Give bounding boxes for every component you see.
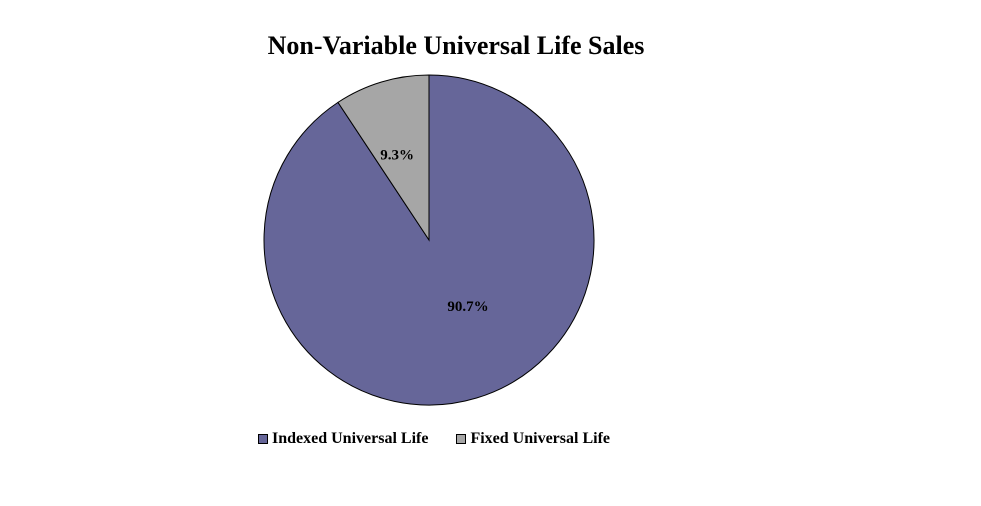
pie-slice-1 bbox=[337, 74, 430, 242]
pie-slices bbox=[263, 74, 595, 406]
legend-item-indexed: Indexed Universal Life bbox=[258, 430, 428, 448]
pie-labels: 90.7% 9.3% bbox=[380, 147, 488, 315]
legend-label-indexed: Indexed Universal Life bbox=[272, 430, 429, 447]
legend-swatch-fixed bbox=[456, 434, 467, 444]
chart-title: Non-Variable Universal Life Sales bbox=[267, 31, 645, 60]
legend-label-fixed: Fixed Universal Life bbox=[470, 430, 610, 447]
pie-label-0: 90.7% bbox=[447, 299, 488, 315]
pie-label-1: 9.3% bbox=[380, 147, 414, 163]
legend-item-fixed: Fixed Universal Life bbox=[456, 430, 610, 448]
legend: Indexed Universal Life Fixed Universal L… bbox=[258, 430, 638, 448]
legend-swatch-indexed bbox=[258, 434, 268, 444]
